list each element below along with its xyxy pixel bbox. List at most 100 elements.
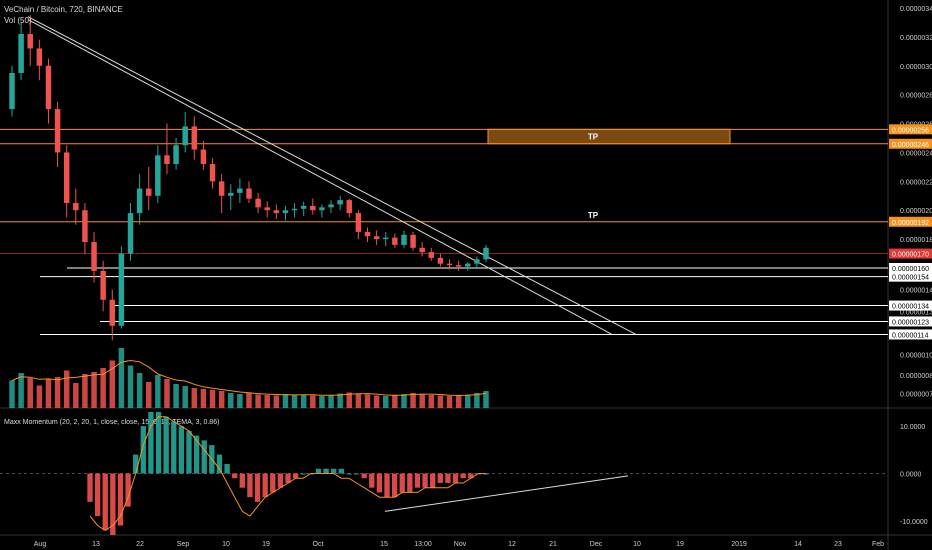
candle-body <box>465 263 471 267</box>
volume-bar <box>18 373 24 408</box>
volume-bar <box>54 377 61 408</box>
momentum-bar <box>369 473 375 488</box>
level-price-label: 0.00000170 <box>892 252 929 259</box>
momentum-bar <box>171 421 177 474</box>
candle-body <box>355 213 362 232</box>
volume-bar <box>191 388 198 408</box>
candle-body <box>136 188 143 214</box>
volume-bar <box>446 396 453 408</box>
momentum-bar <box>292 473 299 479</box>
momentum-bar <box>224 464 230 474</box>
price-tick-label: 0.00000145 <box>900 288 932 295</box>
time-tick-label: Feb <box>872 541 884 548</box>
volume-bar <box>145 382 152 408</box>
candle-body <box>182 126 188 146</box>
momentum-bar <box>254 473 261 502</box>
candle-body <box>91 242 97 271</box>
volume-bar <box>109 360 116 408</box>
momentum-bar <box>239 473 245 488</box>
volume-bar <box>401 394 407 408</box>
volume-bar <box>100 368 106 408</box>
volume-bar <box>9 380 15 408</box>
candle-body <box>319 207 325 211</box>
momentum-bar <box>399 473 405 493</box>
momentum-bar <box>193 435 200 474</box>
candle-body <box>173 145 179 164</box>
time-tick-label: 21 <box>549 541 557 548</box>
time-tick-label: 13:00 <box>414 541 432 548</box>
time-tick-label: 2019 <box>731 541 747 548</box>
volume-bar <box>264 395 270 408</box>
tp-label: TP <box>588 211 599 220</box>
price-tick-label: 0.00000086 <box>900 373 932 380</box>
level-price-label: 0.00000134 <box>892 304 929 311</box>
candle-body <box>9 73 15 110</box>
volume-bar <box>91 372 97 408</box>
momentum-bar <box>353 473 360 475</box>
candle-body <box>246 188 252 199</box>
candle-body <box>382 237 389 240</box>
candle-body <box>127 213 134 254</box>
momentum-tick-label: -10.0000 <box>900 519 928 526</box>
candle-body <box>228 192 234 196</box>
momentum-bar <box>125 473 131 507</box>
time-tick-label: 19 <box>676 541 684 548</box>
candle-body <box>346 200 353 214</box>
trendline <box>27 16 637 335</box>
candle-body <box>364 231 371 237</box>
candle-body <box>118 253 125 326</box>
candle-body <box>109 299 116 326</box>
level-price-tag <box>889 216 932 227</box>
momentum-bar <box>247 473 253 498</box>
time-tick-label: 22 <box>136 541 144 548</box>
momentum-bar <box>422 473 428 488</box>
candle-body <box>237 188 243 193</box>
volume-bar <box>45 379 52 408</box>
candle-body <box>291 208 298 211</box>
candle-body <box>73 203 79 211</box>
candle-body <box>401 234 407 245</box>
volume-bar <box>155 375 161 408</box>
momentum-bar <box>445 473 451 483</box>
volume-bar <box>218 391 225 408</box>
candle-body <box>282 210 289 214</box>
volume-bar <box>328 395 334 408</box>
volume-bar <box>282 394 289 408</box>
time-tick-label: Dec <box>590 541 603 548</box>
time-tick-label: 10 <box>633 541 641 548</box>
candle-body <box>428 252 435 258</box>
indicator-label: Maxx Momentum (20, 2, 20, 1, close, clos… <box>4 419 219 426</box>
momentum-bar <box>460 473 466 479</box>
momentum-trendline <box>384 475 629 512</box>
volume-bar <box>437 395 444 408</box>
volume-bar <box>209 390 216 408</box>
candle-body <box>419 247 425 253</box>
candle-body <box>455 265 462 267</box>
level-price-label: 0.00000114 <box>892 332 929 339</box>
candle-body <box>200 149 207 164</box>
momentum-bar <box>285 473 291 483</box>
momentum-bar <box>407 473 413 493</box>
momentum-bar <box>430 473 436 488</box>
volume-bar <box>255 394 261 408</box>
volume-bar <box>136 373 143 408</box>
time-tick-label: Aug <box>34 541 47 548</box>
momentum-bar <box>437 473 443 483</box>
level-price-tag <box>889 271 932 282</box>
time-tick-label: 15 <box>380 541 388 548</box>
momentum-bar <box>338 468 344 474</box>
candle-body <box>36 48 43 66</box>
volume-bar <box>63 370 70 408</box>
momentum-bar <box>102 473 108 531</box>
volume-bar <box>419 394 425 408</box>
time-tick-label: Nov <box>454 541 467 548</box>
